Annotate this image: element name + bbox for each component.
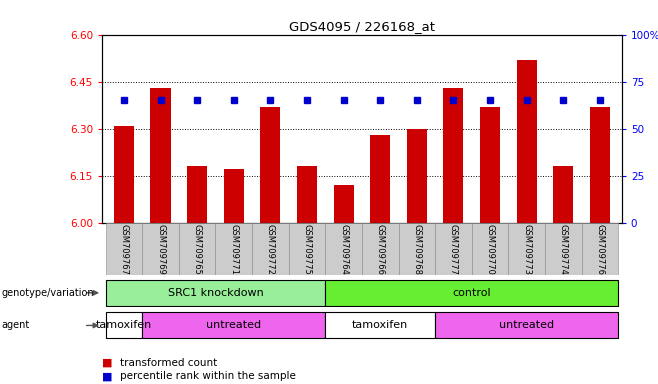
Text: GSM709769: GSM709769 [156,224,165,275]
Bar [325,223,362,275]
Bar [407,129,427,223]
Bar [435,313,618,338]
Text: percentile rank within the sample: percentile rank within the sample [120,371,296,381]
Bar [106,223,142,275]
Bar [545,223,582,275]
Bar [297,166,317,223]
Bar [362,223,399,275]
Bar [179,223,215,275]
Bar [553,166,573,223]
Bar [106,313,142,338]
Text: tamoxifen: tamoxifen [96,320,152,331]
Bar [334,185,353,223]
Bar [399,223,435,275]
Bar [590,107,610,223]
Bar [325,280,618,306]
Bar [517,60,537,223]
Text: tamoxifen: tamoxifen [352,320,409,331]
Text: control: control [453,288,491,298]
Bar [325,313,435,338]
Bar [187,166,207,223]
Bar [480,107,500,223]
Bar [142,313,325,338]
Text: GSM709772: GSM709772 [266,224,275,275]
Bar [582,223,618,275]
Text: genotype/variation: genotype/variation [1,288,94,298]
Bar [252,223,289,275]
Text: SRC1 knockdown: SRC1 knockdown [168,288,263,298]
Bar [151,88,170,223]
Bar [370,135,390,223]
Text: transformed count: transformed count [120,358,218,368]
Text: GSM709766: GSM709766 [376,224,385,275]
Text: GSM709767: GSM709767 [120,224,128,275]
Bar [472,223,509,275]
Text: GSM709764: GSM709764 [339,224,348,275]
Bar [509,223,545,275]
Bar [224,169,244,223]
Text: untreated: untreated [206,320,261,331]
Text: GSM709770: GSM709770 [486,224,495,275]
Text: GSM709775: GSM709775 [303,224,311,275]
Bar [106,280,325,306]
Bar [435,223,472,275]
Text: ■: ■ [102,358,116,368]
Text: GSM709773: GSM709773 [522,224,531,275]
Text: ■: ■ [102,371,116,381]
Bar [142,223,179,275]
Bar [261,107,280,223]
Text: GSM709765: GSM709765 [193,224,201,275]
Text: GSM709768: GSM709768 [413,224,421,275]
Bar [114,126,134,223]
Title: GDS4095 / 226168_at: GDS4095 / 226168_at [289,20,435,33]
Text: agent: agent [1,320,30,331]
Text: GSM709771: GSM709771 [229,224,238,275]
Text: GSM709777: GSM709777 [449,224,458,275]
Bar [215,223,252,275]
Bar [289,223,325,275]
Bar [443,88,463,223]
Text: GSM709776: GSM709776 [595,224,604,275]
Text: GSM709774: GSM709774 [559,224,568,275]
Text: untreated: untreated [499,320,554,331]
